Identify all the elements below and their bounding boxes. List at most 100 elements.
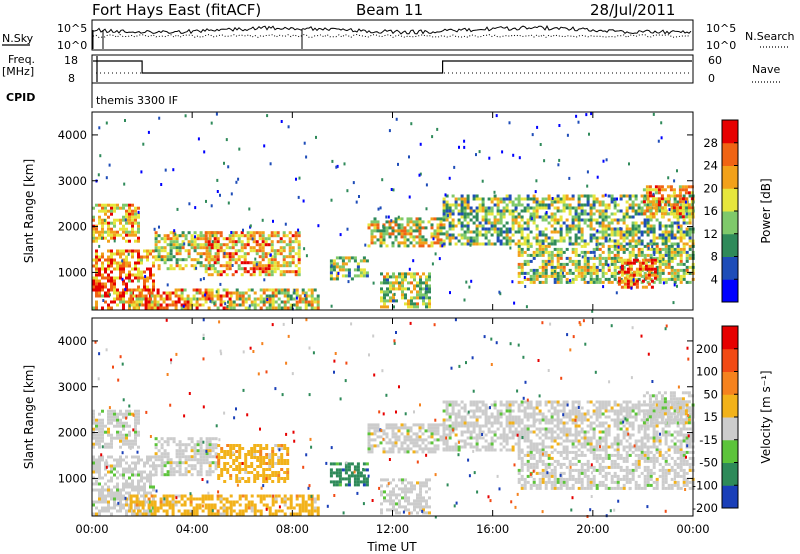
velocity-cell xyxy=(153,506,157,510)
power-cell xyxy=(661,242,665,246)
velocity-cell xyxy=(98,436,101,440)
velocity-cell xyxy=(238,503,242,507)
power-cell xyxy=(395,278,398,282)
power-cell xyxy=(646,224,650,228)
velocity-cell xyxy=(137,433,140,437)
power-cell xyxy=(553,230,557,234)
velocity-cell xyxy=(183,512,187,516)
power-cell xyxy=(657,185,661,189)
power-cell xyxy=(131,224,134,228)
power-cell xyxy=(184,249,188,253)
velocity-cell xyxy=(199,452,203,456)
power-cell xyxy=(180,288,184,292)
velocity-cell xyxy=(152,455,155,459)
power-cell xyxy=(199,261,203,265)
power-cell xyxy=(277,306,281,310)
velocity-cell xyxy=(481,412,485,416)
power-cell xyxy=(201,294,205,298)
power-cell xyxy=(213,231,217,235)
power-cell xyxy=(395,287,398,291)
power-cell xyxy=(101,255,104,259)
power-cell xyxy=(101,276,104,280)
power-cell xyxy=(487,197,491,201)
power-cell xyxy=(237,255,241,259)
velocity-cell xyxy=(392,505,395,509)
velocity-cell xyxy=(332,483,336,487)
power-cell xyxy=(347,256,351,260)
power-cell xyxy=(451,212,455,216)
power-cell xyxy=(280,288,284,292)
power-cell xyxy=(586,268,590,272)
velocity-cell xyxy=(198,506,202,510)
power-cell xyxy=(408,267,411,271)
power-cell xyxy=(222,288,226,292)
power-cell xyxy=(583,280,587,284)
velocity-cell xyxy=(350,471,354,475)
power-cell xyxy=(499,212,503,216)
velocity-cell xyxy=(160,461,164,465)
power-cell xyxy=(601,236,605,240)
power-cell xyxy=(678,194,682,198)
power-cell xyxy=(98,221,101,225)
power-cell xyxy=(270,234,274,238)
power-cell xyxy=(216,249,220,253)
power-cell xyxy=(550,242,554,246)
power-cell xyxy=(661,247,665,251)
power-cell xyxy=(520,236,524,240)
velocity-cell xyxy=(247,480,251,483)
power-cell xyxy=(632,270,636,274)
velocity-cell xyxy=(104,424,107,428)
power-cell xyxy=(104,270,107,274)
velocity-cell xyxy=(129,497,133,501)
velocity-cell xyxy=(125,509,128,513)
power-cell xyxy=(685,256,689,260)
power-cell xyxy=(517,239,521,243)
power-cell xyxy=(451,224,455,228)
velocity-cell xyxy=(373,432,377,436)
power-cell xyxy=(592,271,596,275)
power-cell xyxy=(147,288,151,292)
power-cell xyxy=(194,235,196,239)
power-cell xyxy=(586,203,590,207)
power-cell xyxy=(676,268,680,272)
power-cell xyxy=(193,258,197,262)
power-cell xyxy=(379,232,383,236)
power-cell xyxy=(147,303,151,307)
power-cell xyxy=(544,197,548,201)
velocity-cell xyxy=(119,494,122,498)
power-cell xyxy=(241,303,245,307)
power-cell xyxy=(149,294,152,298)
power-cell xyxy=(655,265,659,269)
velocity-cell xyxy=(436,429,440,433)
velocity-cell xyxy=(153,503,157,507)
power-cell xyxy=(113,288,116,292)
power-cell xyxy=(382,226,386,230)
power-cell xyxy=(404,287,407,291)
velocity-cell xyxy=(220,471,224,474)
velocity-cell xyxy=(183,509,187,513)
power-cell xyxy=(676,271,680,275)
power-cell xyxy=(658,268,662,272)
power-cell xyxy=(520,233,524,237)
velocity-cell xyxy=(463,421,467,425)
velocity-cell xyxy=(457,448,461,452)
power-cell xyxy=(669,185,673,189)
velocity-cell xyxy=(493,433,497,437)
velocity-cell xyxy=(454,403,458,407)
velocity-cell xyxy=(125,421,128,425)
velocity-cell xyxy=(193,467,197,471)
power-cell xyxy=(490,233,494,237)
power-cell xyxy=(601,268,605,272)
velocity-cell xyxy=(128,503,131,507)
power-cell xyxy=(472,242,476,246)
power-cell xyxy=(406,223,410,227)
power-cell xyxy=(658,253,662,257)
velocity-cell xyxy=(388,438,392,442)
power-cell xyxy=(240,243,244,247)
power-cell xyxy=(204,300,208,304)
power-cell xyxy=(487,227,491,231)
power-cell xyxy=(174,294,178,298)
velocity-cell xyxy=(391,432,395,436)
power-cell xyxy=(681,197,685,201)
power-cell xyxy=(526,247,530,251)
